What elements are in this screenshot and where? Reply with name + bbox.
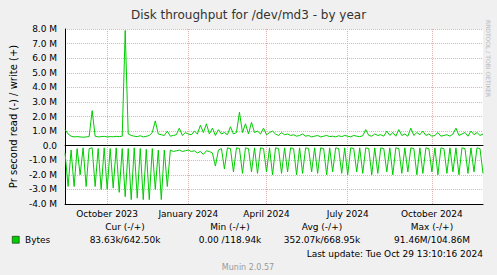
- svg-text:-2.0 M: -2.0 M: [29, 170, 57, 180]
- svg-text:-3.0 M: -3.0 M: [29, 184, 57, 194]
- svg-text:Disk throughput for /dev/md3 -: Disk throughput for /dev/md3 - by year: [131, 8, 366, 22]
- svg-text:RRDTOOL / TOBI OETIKER: RRDTOOL / TOBI OETIKER: [485, 20, 492, 97]
- svg-text:Avg (-/+): Avg (-/+): [302, 222, 342, 232]
- svg-text:Cur (-/+): Cur (-/+): [105, 222, 144, 232]
- svg-text:Bytes: Bytes: [25, 235, 51, 245]
- svg-text:1.0 M: 1.0 M: [32, 126, 57, 136]
- svg-text:91.46M/104.86M: 91.46M/104.86M: [394, 235, 470, 245]
- svg-text:Pr second read (-) / write (+): Pr second read (-) / write (+): [8, 45, 19, 188]
- svg-text:January 2024: January 2024: [157, 209, 218, 219]
- svg-text:2.0 M: 2.0 M: [32, 112, 57, 122]
- svg-text:October 2024: October 2024: [401, 209, 463, 219]
- svg-text:Min (-/+): Min (-/+): [210, 222, 250, 232]
- svg-text:July 2024: July 2024: [326, 209, 369, 219]
- svg-text:352.07k/668.95k: 352.07k/668.95k: [284, 235, 361, 245]
- svg-text:8.0 M: 8.0 M: [32, 24, 57, 34]
- svg-text:7.0 M: 7.0 M: [32, 39, 57, 49]
- svg-text:4.0 M: 4.0 M: [32, 82, 57, 92]
- svg-text:October 2023: October 2023: [76, 209, 138, 219]
- svg-text:April 2024: April 2024: [243, 209, 290, 219]
- svg-text:Max (-/+): Max (-/+): [411, 222, 453, 232]
- svg-text:5.0 M: 5.0 M: [32, 68, 57, 78]
- svg-text:Munin 2.0.57: Munin 2.0.57: [222, 263, 274, 272]
- svg-text:3.0 M: 3.0 M: [32, 97, 57, 107]
- svg-text:6.0 M: 6.0 M: [32, 53, 57, 63]
- svg-text:-1.0 M: -1.0 M: [29, 155, 57, 165]
- svg-text:-4.0 M: -4.0 M: [29, 199, 57, 209]
- svg-text:0.0: 0.0: [43, 141, 58, 151]
- svg-text:Last update: Tue Oct 29 13:10:: Last update: Tue Oct 29 13:10:16 2024: [307, 249, 484, 259]
- svg-text:0.00 /118.94k: 0.00 /118.94k: [199, 235, 262, 245]
- svg-text:83.63k/642.50k: 83.63k/642.50k: [90, 235, 162, 245]
